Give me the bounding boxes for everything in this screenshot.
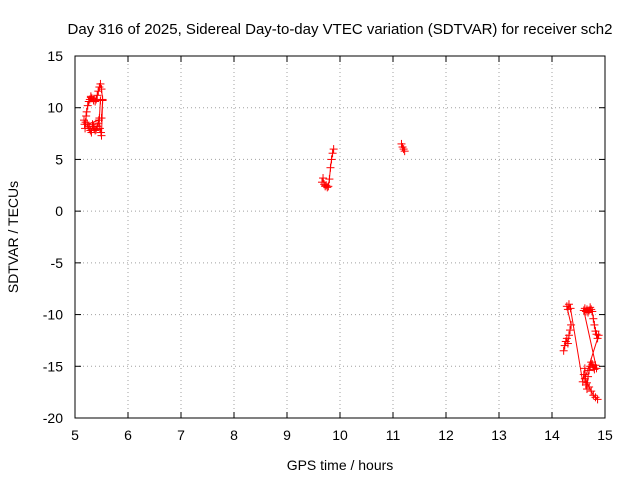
x-tick-label: 15 (597, 427, 613, 443)
data-point (563, 339, 572, 348)
data-point (322, 181, 331, 190)
data-point (590, 320, 599, 329)
data-point (567, 320, 576, 329)
data-point (564, 331, 573, 340)
x-tick-label: 8 (230, 427, 238, 443)
data-point (85, 124, 94, 133)
data-point (585, 366, 594, 375)
grid (75, 56, 605, 418)
y-tick-label: -15 (43, 358, 63, 374)
data-point (324, 182, 333, 191)
data-point (82, 111, 91, 120)
data-point (591, 393, 600, 402)
data-point (584, 372, 593, 381)
plot-frame (74, 55, 606, 419)
data-point (86, 126, 95, 135)
data-point (97, 85, 106, 94)
data-point (589, 391, 598, 400)
y-tick-label: -10 (43, 307, 63, 323)
data-point (95, 124, 104, 133)
chart-title: Day 316 of 2025, Sidereal Day-to-day VTE… (68, 21, 613, 38)
data-point (586, 362, 595, 371)
data-point (319, 174, 328, 183)
data-point (594, 331, 603, 340)
data-point (80, 116, 89, 125)
data-point (587, 358, 596, 367)
data-point (81, 118, 90, 127)
x-tick-label: 11 (386, 427, 401, 443)
data-point (325, 175, 334, 184)
data-point (564, 300, 573, 309)
data-point (399, 145, 408, 154)
data-point (566, 326, 575, 335)
data-point (592, 330, 601, 339)
data-point (581, 380, 590, 389)
x-tick-label: 12 (438, 427, 454, 443)
x-tick-label: 13 (491, 427, 507, 443)
data-point (593, 395, 602, 404)
x-tick-label: 6 (124, 427, 132, 443)
y-tick-label: 5 (55, 151, 63, 167)
y-tick-label: -5 (51, 255, 64, 271)
data-point (326, 163, 335, 172)
data-point (579, 370, 588, 379)
data-point (587, 305, 596, 314)
data-point (87, 128, 96, 137)
data-point (398, 143, 407, 152)
x-tick-labels: 5 6 7 8 9 10 11 12 13 14 15 (71, 427, 613, 443)
data-point (588, 307, 597, 316)
data-point (317, 178, 326, 187)
data-point (580, 374, 589, 383)
data-point (84, 122, 93, 131)
x-tick-label: 7 (177, 427, 185, 443)
data-point (566, 304, 575, 313)
y-tick-label: 0 (55, 203, 63, 219)
data-point (592, 364, 601, 373)
x-tick-label: 5 (71, 427, 79, 443)
data-point (585, 382, 594, 391)
data-point (94, 87, 103, 96)
data-point (86, 92, 95, 101)
data-series (80, 79, 603, 404)
data-point (329, 145, 338, 154)
series-line (83, 81, 600, 400)
x-tick-label: 14 (544, 427, 560, 443)
y-tick-label: 15 (47, 48, 63, 64)
data-point (91, 97, 100, 106)
data-point (82, 107, 91, 116)
data-point (83, 120, 92, 129)
data-point (328, 149, 337, 158)
data-point (327, 155, 336, 164)
data-point (589, 363, 598, 372)
x-tick-label: 9 (283, 427, 291, 443)
data-point (97, 114, 106, 123)
data-point (587, 387, 596, 396)
data-point (323, 183, 332, 192)
data-point (589, 314, 598, 323)
data-point (93, 91, 102, 100)
x-axis-title: GPS time / hours (287, 457, 394, 473)
data-point (400, 147, 409, 156)
data-point (586, 303, 595, 312)
data-point (96, 79, 105, 88)
x-tick-label: 10 (332, 427, 348, 443)
y-tick-labels: 15 10 5 0 -5 -10 -15 -20 (43, 48, 63, 426)
y-axis-title: SDTVAR / TECUs (5, 181, 21, 293)
data-point (580, 364, 589, 373)
data-point (560, 341, 569, 350)
data-point (98, 96, 107, 105)
data-point (97, 131, 106, 140)
y-tick-label: -20 (43, 410, 63, 426)
data-point (582, 378, 591, 387)
data-point (83, 101, 92, 110)
data-point (590, 365, 599, 374)
data-point (559, 346, 568, 355)
y-tick-label: 10 (47, 100, 63, 116)
